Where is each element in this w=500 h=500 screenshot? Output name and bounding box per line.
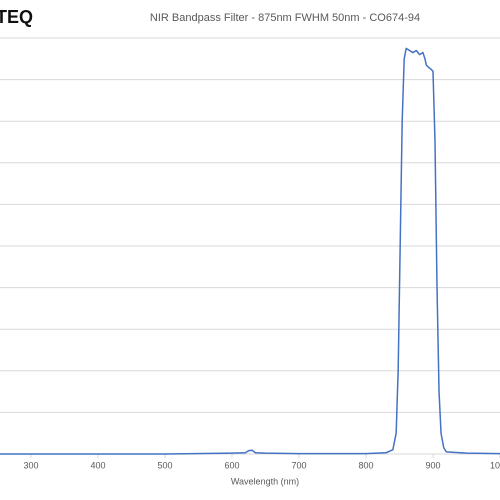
x-tick-label: 700	[291, 460, 306, 470]
x-tick-label: 800	[358, 460, 373, 470]
x-tick-label: 600	[224, 460, 239, 470]
x-tick-label: 1000	[490, 460, 500, 470]
line-series	[0, 47, 500, 455]
chart-title: NIR Bandpass Filter - 875nm FWHM 50nm - …	[150, 12, 420, 24]
x-tick-label: 400	[90, 460, 105, 470]
x-tick-label: 500	[157, 460, 172, 470]
x-axis-label: Wavelength (nm)	[231, 476, 299, 486]
x-tick-label: 900	[425, 460, 440, 470]
logo: TEQ	[0, 7, 33, 27]
x-tick-label: 300	[23, 460, 38, 470]
